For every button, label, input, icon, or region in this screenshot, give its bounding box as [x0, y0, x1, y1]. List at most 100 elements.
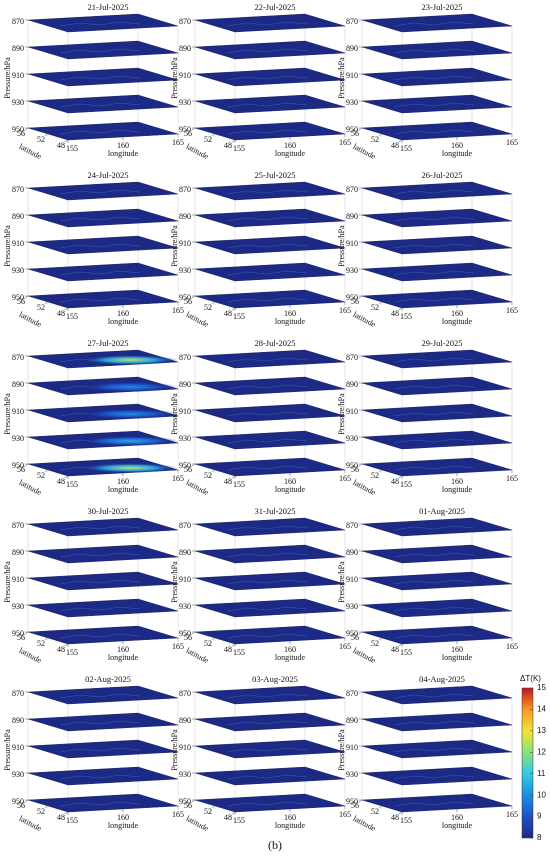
coastline: [59, 633, 141, 639]
slice-plane: [194, 430, 346, 450]
panel-title: 24-Jul-2025: [87, 170, 128, 180]
z-axis-label: Pressure/hPa: [337, 393, 346, 435]
y-tick: [191, 127, 196, 131]
panel: 01-Aug-2025 870 890 910 930 950 Pressure/hPa 56…: [337, 506, 518, 665]
slice-plane: [27, 13, 179, 33]
coastline: [226, 216, 308, 222]
y-tick-label: 56: [184, 465, 192, 474]
coastline: [226, 774, 308, 780]
x-tick-label: 165: [172, 474, 184, 483]
z-tick-label: 950: [346, 629, 358, 638]
slice-plane: [194, 289, 346, 309]
coastline: [393, 102, 475, 108]
slice-plane: [194, 376, 346, 396]
panel: 03-Aug-2025 870 890 910 930 950 Pressure/hPa 56…: [170, 674, 351, 833]
slice-plane: [194, 517, 346, 537]
slice-plane: [194, 67, 346, 87]
x-axis-label: longitude: [108, 485, 139, 494]
y-axis-label: latitude: [352, 310, 378, 329]
z-tick-label: 870: [179, 353, 191, 362]
coastline: [59, 216, 141, 222]
coastline: [226, 465, 308, 471]
z-tick-label: 930: [346, 434, 358, 443]
z-tick-label: 890: [179, 212, 191, 221]
z-tick-label: 870: [12, 353, 24, 362]
y-tick: [24, 463, 29, 467]
x-tick-label: 165: [506, 306, 518, 315]
z-tick-label: 910: [12, 407, 24, 416]
y-tick: [191, 799, 196, 803]
slice-plane: [361, 349, 513, 369]
panel-title: 27-Jul-2025: [87, 338, 128, 348]
coastline: [393, 357, 475, 363]
coastline: [393, 21, 475, 27]
y-tick: [44, 637, 49, 641]
z-tick-label: 910: [346, 71, 358, 80]
y-tick-label: 52: [371, 135, 379, 144]
slice-plane: [27, 67, 179, 87]
y-tick: [211, 805, 216, 809]
z-tick-label: 950: [346, 797, 358, 806]
coastline: [393, 579, 475, 585]
y-tick: [191, 295, 196, 299]
z-tick-label: 930: [179, 266, 191, 275]
z-axis-label: Pressure/hPa: [337, 561, 346, 603]
y-tick: [44, 805, 49, 809]
coastline: [226, 747, 308, 753]
panel: 24-Jul-2025 870 890 910 930 950 Pressure/hPa 56…: [3, 170, 184, 329]
colorbar-tick-label: 13: [537, 726, 546, 735]
x-tick-label: 165: [172, 810, 184, 819]
x-tick-label: 155: [66, 648, 78, 657]
hot-spot: [82, 463, 178, 473]
x-tick-label: 155: [233, 648, 245, 657]
z-tick-label: 870: [179, 185, 191, 194]
y-tick: [378, 637, 383, 641]
x-axis-label: longitude: [442, 149, 473, 158]
x-tick-label: 160: [117, 477, 129, 486]
z-tick-label: 950: [179, 293, 191, 302]
y-tick: [358, 127, 363, 131]
x-axis-label: longitude: [275, 149, 306, 158]
slice-plane: [194, 712, 346, 732]
slice-plane: [194, 94, 346, 114]
coastline: [226, 720, 308, 726]
z-tick-label: 870: [179, 17, 191, 26]
x-axis-label: longitude: [275, 485, 306, 494]
panel-title: 22-Jul-2025: [254, 2, 295, 12]
slice-plane: [27, 262, 179, 282]
y-tick-label: 52: [37, 807, 45, 816]
z-axis-label: Pressure/hPa: [170, 729, 179, 771]
y-axis-label: latitude: [185, 814, 211, 833]
coastline: [393, 384, 475, 390]
panel: 22-Jul-2025 870 890 910 930 950 Pressure/hPa 56…: [170, 2, 351, 161]
colorbar-tick-label: 11: [537, 769, 546, 778]
y-tick: [231, 475, 236, 479]
y-axis-label: latitude: [18, 814, 44, 833]
panel-title: 26-Jul-2025: [421, 170, 462, 180]
x-tick-label: 165: [339, 474, 351, 483]
slice-plane: [361, 766, 513, 786]
coastline: [393, 747, 475, 753]
slice-plane: [27, 685, 179, 705]
y-tick-label: 48: [224, 141, 232, 150]
y-tick: [24, 127, 29, 131]
y-tick: [211, 133, 216, 137]
z-axis-label: Pressure/hPa: [3, 729, 12, 771]
z-tick-label: 950: [346, 125, 358, 134]
colorbar-title: ΔT(K): [520, 674, 541, 683]
x-tick-label: 165: [339, 138, 351, 147]
slice-plane: [194, 739, 346, 759]
z-tick-label: 910: [12, 239, 24, 248]
coastline: [393, 270, 475, 276]
z-tick-label: 910: [179, 71, 191, 80]
coastline: [226, 384, 308, 390]
y-tick: [398, 139, 403, 143]
y-tick-label: 56: [184, 801, 192, 810]
z-tick-label: 950: [12, 461, 24, 470]
slice-plane: [194, 262, 346, 282]
z-tick-label: 870: [346, 353, 358, 362]
coastline: [393, 606, 475, 612]
slice-plane: [194, 208, 346, 228]
coastline: [393, 465, 475, 471]
x-tick-label: 160: [117, 813, 129, 822]
